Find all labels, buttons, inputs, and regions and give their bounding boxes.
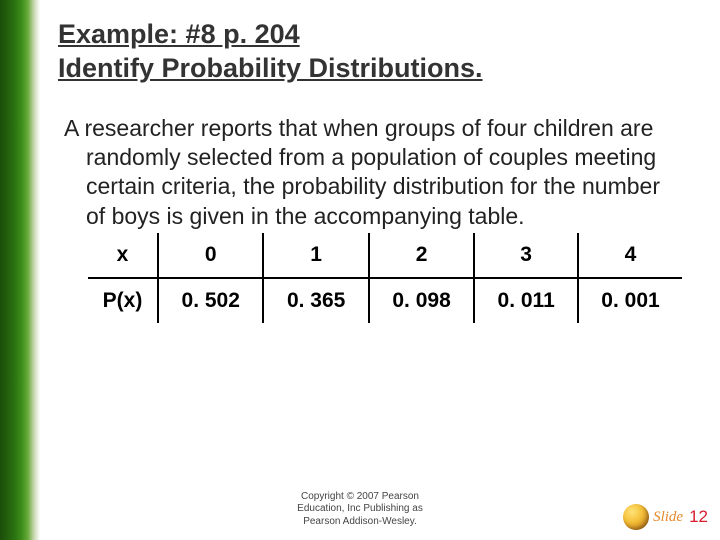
table-cell: 3 <box>474 233 578 278</box>
slide-badge: Slide 12 <box>623 504 708 530</box>
table-cell: 2 <box>369 233 474 278</box>
sidebar-gradient <box>0 0 40 540</box>
copyright-line: Copyright © 2007 Pearson <box>301 491 419 502</box>
globe-icon <box>623 504 649 530</box>
distribution-table-wrap: x 0 1 2 3 4 P(x) 0. 502 0. 365 0. 098 0.… <box>88 233 682 323</box>
title-line-1: Example: #8 p. 204 <box>58 19 300 49</box>
slide-title: Example: #8 p. 204 Identify Probability … <box>58 18 692 86</box>
table-cell: 0. 011 <box>474 278 578 323</box>
slide: Example: #8 p. 204 Identify Probability … <box>0 0 720 540</box>
table-header-x: x <box>88 233 158 278</box>
table-cell: 0. 502 <box>158 278 263 323</box>
title-line-2: Identify Probability Distributions. <box>58 53 483 83</box>
slide-label: Slide <box>653 509 683 526</box>
body-paragraph: A researcher reports that when groups of… <box>80 114 692 232</box>
table-header-px: P(x) <box>88 278 158 323</box>
table-row: x 0 1 2 3 4 <box>88 233 682 278</box>
content-area: Example: #8 p. 204 Identify Probability … <box>40 0 720 540</box>
table-cell: 4 <box>578 233 682 278</box>
table-cell: 0 <box>158 233 263 278</box>
table-cell: 1 <box>263 233 368 278</box>
table-cell: 0. 001 <box>578 278 682 323</box>
table-cell: 0. 365 <box>263 278 368 323</box>
table-row: P(x) 0. 502 0. 365 0. 098 0. 011 0. 001 <box>88 278 682 323</box>
distribution-table: x 0 1 2 3 4 P(x) 0. 502 0. 365 0. 098 0.… <box>88 233 682 323</box>
footer: Slide 12 <box>0 504 720 530</box>
slide-number: 12 <box>689 507 708 527</box>
table-cell: 0. 098 <box>369 278 474 323</box>
